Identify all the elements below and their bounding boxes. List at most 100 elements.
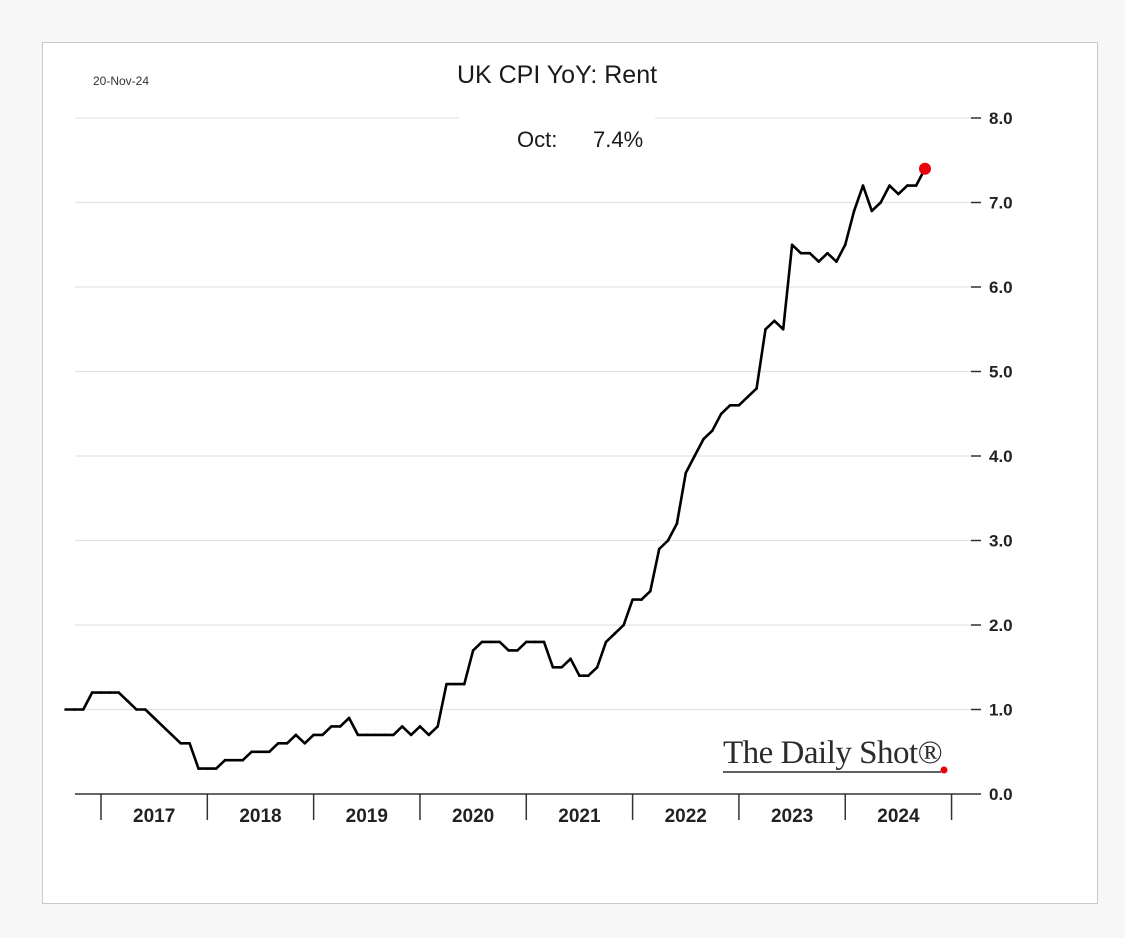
data-point [259,750,262,754]
data-point [188,742,191,745]
data-point [852,209,856,213]
data-point [755,387,758,390]
data-point [799,251,803,255]
data-point [631,598,634,601]
x-tick-label: 2020 [452,806,494,827]
y-tick-label: 8.0 [989,109,1013,128]
y-tick-label: 0.0 [989,785,1013,804]
data-point [206,767,209,770]
subtitle-value: 7.4% [593,127,643,152]
data-point [764,327,767,331]
data-point [728,404,732,407]
data-point [675,522,679,525]
y-tick-label: 3.0 [989,532,1013,551]
data-point [507,649,510,652]
data-point [498,640,502,644]
x-tick-label: 2019 [346,806,388,827]
data-point [613,632,617,635]
gridlines [75,117,971,711]
data-point [595,665,599,669]
data-point [587,674,590,677]
data-point [835,260,838,263]
y-tick-label: 6.0 [989,278,1013,297]
y-tick-label: 5.0 [989,363,1013,382]
x-tick-label: 2024 [877,806,920,827]
data-point [666,539,670,542]
data-point [533,640,537,644]
data-point [914,184,918,187]
data-point [338,725,342,728]
series-line [65,168,927,770]
data-point [90,691,94,694]
data-point [480,640,484,644]
data-point [870,209,874,213]
data-point [73,708,76,711]
data-point [268,750,271,754]
watermark: The Daily Shot® [723,735,948,774]
data-point [542,640,546,644]
data-point [790,243,794,247]
data-point [303,742,307,745]
data-point [321,733,324,737]
data-point [657,547,661,551]
data-point [524,640,528,644]
x-axis: 2017 2018 2019 2020 2021 2022 2023 2024 [75,793,971,827]
data-point [232,758,236,762]
data-point [347,716,351,720]
data-point [365,733,369,737]
data-point [170,733,174,737]
data-point [905,184,909,187]
data-point [135,708,138,711]
y-tick-label: 4.0 [989,447,1013,466]
data-point [897,192,900,196]
data-point [604,640,608,644]
data-point [826,251,829,255]
y-tick-label: 1.0 [989,701,1013,720]
data-point [622,623,626,627]
data-point [888,184,891,187]
data-point [374,733,377,737]
data-point [400,725,404,728]
watermark-dot [940,766,948,774]
data-point [427,733,431,737]
x-tick-label: 2022 [665,806,707,827]
data-point [693,454,696,458]
data-point [746,395,750,399]
data-point [711,429,714,432]
data-point [471,649,475,652]
data-point [409,733,413,737]
x-tick-label: 2017 [133,806,175,827]
data-point [436,725,439,728]
subtitle-label: Oct: [517,127,557,152]
data-point [126,699,129,703]
x-tick-label: 2023 [771,806,813,827]
data-point [383,733,386,737]
data-point [861,184,865,187]
data-point [684,471,688,475]
data-point [649,589,652,593]
data-point [773,319,776,323]
data-point [285,742,289,745]
subtitle-background [459,113,655,159]
data-point [81,708,85,711]
data-point [161,725,165,728]
data-point [392,733,395,737]
data-point [108,691,112,694]
data-point [737,404,741,407]
data-point [356,733,360,737]
data-point [808,251,812,255]
y-tick-label: 7.0 [989,194,1013,213]
data-point [144,708,147,711]
data-point [152,716,156,720]
chart-title: UK CPI YoY: Rent [457,61,657,89]
rent-cpi-chart: 20-Nov-24 UK CPI YoY: Rent Oct: 7.4% 0.0… [64,61,1013,827]
data-point [276,742,280,745]
data-point [462,682,466,686]
chart-frame: 20-Nov-24 UK CPI YoY: Rent Oct: 7.4% 0.0… [42,42,1098,904]
data-point [640,598,643,601]
x-tick-label: 2021 [558,806,601,827]
watermark-text: The Daily Shot® [723,735,942,771]
data-point [330,725,333,728]
data-point [117,691,121,694]
data-point [445,682,448,686]
